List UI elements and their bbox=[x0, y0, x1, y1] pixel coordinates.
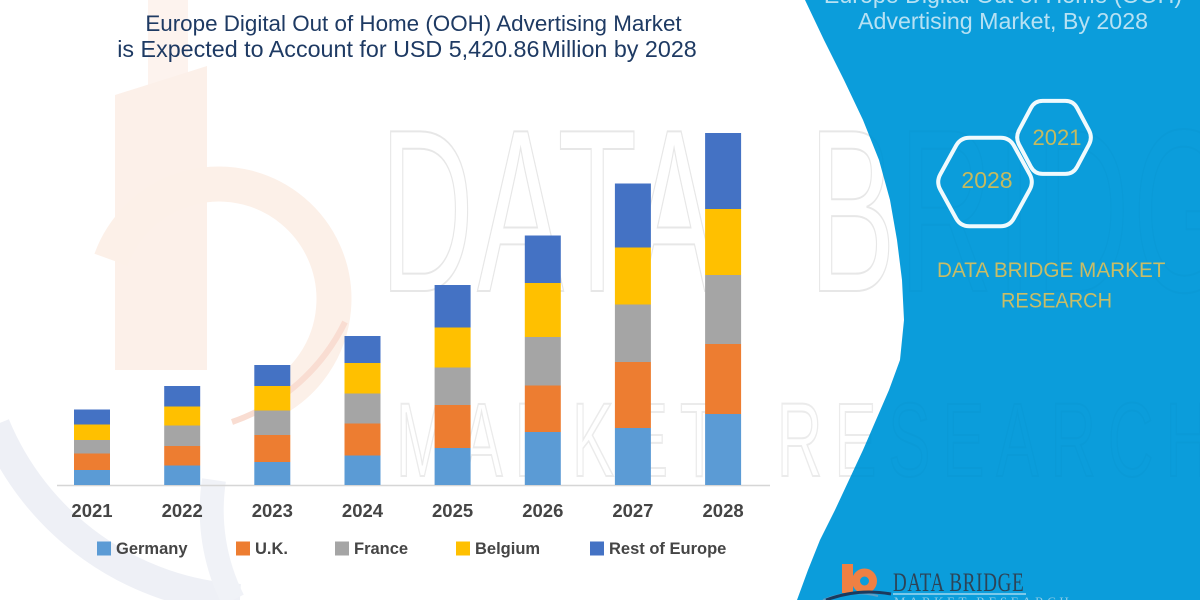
svg-text:U.K.: U.K. bbox=[255, 540, 288, 558]
svg-text:2028: 2028 bbox=[961, 167, 1012, 193]
svg-text:MARKET RESEARCH: MARKET RESEARCH bbox=[894, 594, 1072, 600]
svg-text:DATA BRIDGE MARKET: DATA BRIDGE MARKET bbox=[937, 259, 1166, 282]
svg-text:Europe Digital Out of Home (OO: Europe Digital Out of Home (OOH) bbox=[824, 0, 1182, 8]
svg-text:2021: 2021 bbox=[1033, 125, 1082, 150]
svg-text:2023: 2023 bbox=[252, 500, 293, 521]
svg-text:2024: 2024 bbox=[342, 500, 384, 521]
svg-text:2027: 2027 bbox=[612, 500, 653, 521]
svg-text:Advertising Market, By 2028: Advertising Market, By 2028 bbox=[858, 8, 1148, 34]
svg-text:2026: 2026 bbox=[522, 500, 563, 521]
svg-text:2021: 2021 bbox=[71, 500, 112, 521]
svg-text:Belgium: Belgium bbox=[475, 540, 540, 558]
svg-text:Rest of Europe: Rest of Europe bbox=[609, 540, 726, 558]
svg-text:2025: 2025 bbox=[432, 500, 473, 521]
svg-text:RESEARCH: RESEARCH bbox=[1001, 289, 1112, 313]
svg-text:2022: 2022 bbox=[162, 500, 203, 521]
svg-text:France: France bbox=[354, 540, 408, 558]
svg-text:Europe Digital Out of Home (OO: Europe Digital Out of Home (OOH) Adverti… bbox=[145, 11, 682, 36]
svg-text:Germany: Germany bbox=[116, 540, 188, 558]
svg-text:2028: 2028 bbox=[703, 500, 744, 521]
svg-text:is Expected to Account for USD: is Expected to Account for USD 5,420.86 … bbox=[117, 36, 697, 62]
svg-text:DATA BRIDGE: DATA BRIDGE bbox=[893, 568, 1024, 597]
